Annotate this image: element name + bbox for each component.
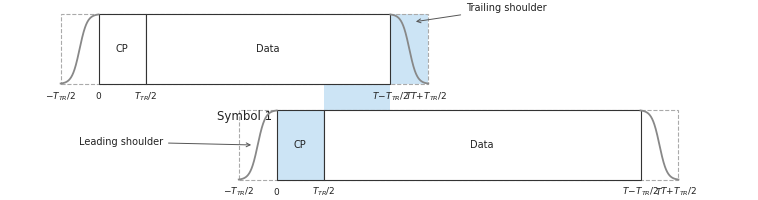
Text: $-T_{TR}/2$: $-T_{TR}/2$ <box>45 90 76 103</box>
Text: $T$: $T$ <box>406 90 413 101</box>
Text: Trailing shoulder: Trailing shoulder <box>417 3 547 23</box>
Text: CP: CP <box>116 44 128 54</box>
Text: $T\!-\!T_{TR}/2$: $T\!-\!T_{TR}/2$ <box>622 186 659 198</box>
Bar <box>61 14 428 84</box>
Bar <box>324 14 390 180</box>
Bar <box>641 110 678 180</box>
Bar <box>277 110 324 180</box>
Bar <box>390 14 428 84</box>
Bar <box>99 14 146 84</box>
Text: Data: Data <box>256 44 280 54</box>
Text: $T\!-\!T_{TR}/2$: $T\!-\!T_{TR}/2$ <box>372 90 409 103</box>
Text: $-T_{TR}/2$: $-T_{TR}/2$ <box>224 186 254 198</box>
Text: CP: CP <box>294 140 306 150</box>
Text: $T\!+\!T_{TR}/2$: $T\!+\!T_{TR}/2$ <box>660 186 697 198</box>
Text: $0$: $0$ <box>273 186 280 197</box>
Text: $0$: $0$ <box>95 90 102 101</box>
Text: $T_{TR}/2$: $T_{TR}/2$ <box>134 90 157 103</box>
Text: Symbol 1: Symbol 1 <box>217 110 272 123</box>
Text: Data: Data <box>470 140 494 150</box>
Text: $T$: $T$ <box>656 186 663 197</box>
Bar <box>324 110 641 180</box>
Text: $T_{TR}/2$: $T_{TR}/2$ <box>312 186 335 198</box>
Text: Leading shoulder: Leading shoulder <box>79 137 250 147</box>
Bar <box>239 110 678 180</box>
Bar <box>146 14 390 84</box>
Text: $T\!+\!T_{TR}/2$: $T\!+\!T_{TR}/2$ <box>410 90 446 103</box>
